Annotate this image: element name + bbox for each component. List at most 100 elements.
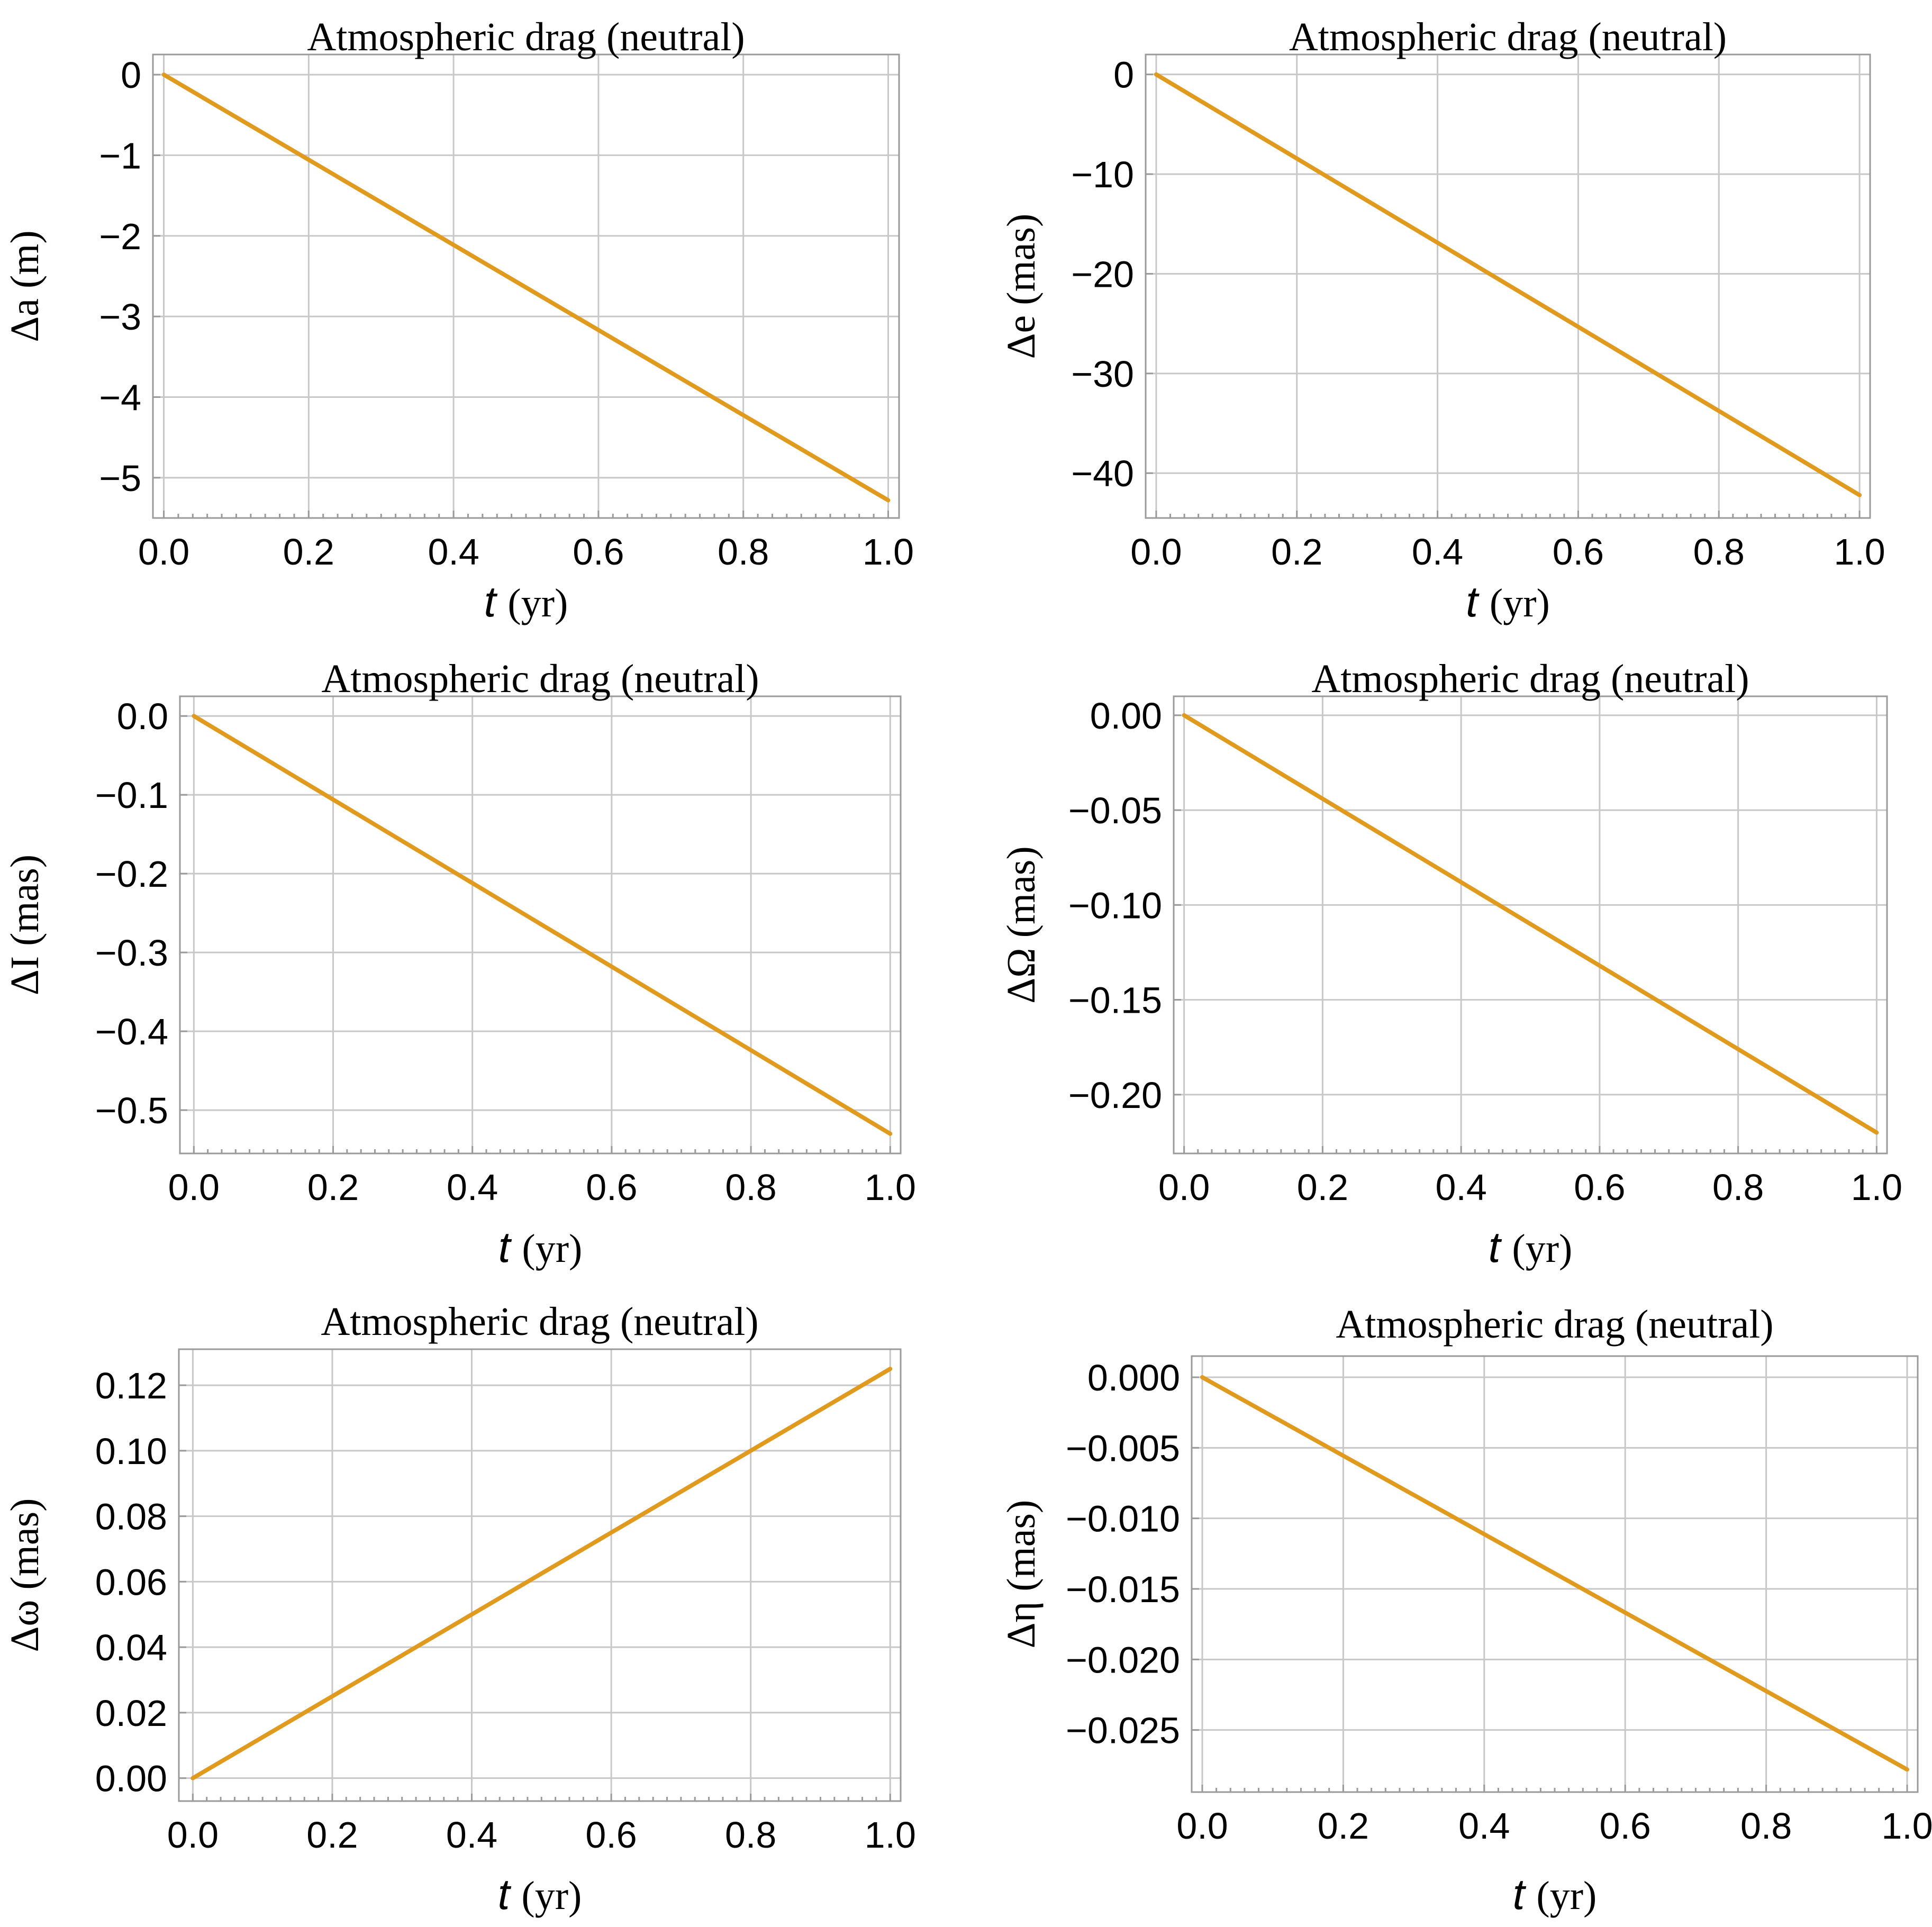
y-tick-label: −30: [1071, 353, 1134, 395]
x-tick-label: 0.8: [725, 1167, 776, 1208]
y-tick-label: −40: [1071, 453, 1134, 494]
y-tick-label: −0.025: [1066, 1710, 1180, 1751]
series-line: [1200, 1375, 1910, 1772]
series-line: [1182, 713, 1879, 1135]
x-axis-label: t (yr): [498, 1870, 582, 1919]
x-tick-label: 0.8: [1693, 531, 1745, 572]
y-tick-label: −2: [99, 216, 141, 257]
y-tick-label: 0.12: [95, 1365, 167, 1406]
x-tick-label: 0.6: [1553, 531, 1604, 572]
x-tick-label: 0.4: [1412, 531, 1463, 572]
y-tick-label: 0: [121, 54, 141, 96]
y-tick-label: −1: [99, 135, 141, 176]
x-tick-label: 0.6: [1600, 1805, 1651, 1847]
x-axis-label: t (yr): [1513, 1870, 1597, 1919]
chart-title: Atmospheric drag (neutral): [321, 1299, 758, 1344]
x-tick-label: 0.8: [725, 1814, 776, 1856]
x-tick-label: 0.0: [1158, 1167, 1210, 1208]
chart-panel-6: 0.0 0.2 0.4 0.6 0.8 1.0 0.000 −0.005 −0.010 −0.01…: [999, 1302, 1932, 1919]
y-tick-label: −0.4: [95, 1011, 168, 1052]
y-axis-label: Δa (m): [3, 230, 47, 342]
series-line: [1154, 72, 1862, 497]
x-tick-label: 0.4: [1458, 1805, 1510, 1847]
y-axis-label: Δω (mas): [3, 1498, 47, 1652]
series-line: [191, 1367, 893, 1780]
y-tick-label: 0.02: [95, 1693, 167, 1734]
y-tick-label: 0.00: [1090, 695, 1162, 737]
y-tick-label: −0.020: [1066, 1639, 1180, 1680]
y-axis-label: ΔΩ (mas): [999, 846, 1044, 1003]
y-tick-label: −0.015: [1066, 1569, 1180, 1610]
x-tick-label: 0.2: [283, 531, 334, 572]
x-tick-label: 0.4: [1435, 1167, 1486, 1208]
x-tick-label: 0.8: [718, 531, 769, 572]
x-axis-label: t (yr): [1489, 1223, 1573, 1271]
y-axis-label: Δe (mas): [999, 214, 1044, 359]
x-axis-label: t (yr): [484, 578, 568, 626]
y-tick-label: 0.0: [117, 696, 168, 737]
y-tick-label: −0.3: [95, 932, 168, 974]
y-tick-label: 0: [1113, 54, 1134, 96]
x-tick-label: 0.6: [586, 1167, 637, 1208]
x-tick-label: 0.0: [1130, 531, 1182, 572]
x-tick-label: 0.6: [1574, 1167, 1625, 1208]
x-tick-label: 1.0: [863, 531, 914, 572]
chart-title: Atmospheric drag (neutral): [321, 657, 759, 701]
chart-panel-2: 0.0 0.2 0.4 0.6 0.8 1.0 0 −10 −20 −30 −40 Atmospher…: [999, 15, 1885, 626]
chart-panel-5: 0.0 0.2 0.4 0.6 0.8 1.0 0.00 0.02 0.04 0.06 0.08 0.…: [3, 1299, 916, 1919]
y-tick-label: 0.00: [95, 1758, 167, 1799]
y-tick-label: 0.08: [95, 1496, 167, 1538]
y-tick-label: −3: [99, 296, 141, 338]
x-tick-label: 0.2: [307, 1167, 359, 1208]
y-tick-label: −0.010: [1066, 1498, 1180, 1540]
x-tick-label: 0.4: [428, 531, 479, 572]
y-tick-label: −0.005: [1066, 1428, 1180, 1469]
x-tick-label: 0.0: [1176, 1805, 1228, 1847]
x-tick-label: 0.0: [168, 1167, 220, 1208]
x-tick-label: 0.4: [446, 1814, 497, 1856]
y-tick-label: −0.20: [1068, 1075, 1162, 1116]
x-tick-label: 0.0: [138, 531, 189, 572]
y-tick-label: 0.000: [1087, 1357, 1180, 1398]
x-tick-label: 1.0: [1834, 531, 1885, 572]
x-tick-label: 0.6: [573, 531, 624, 572]
x-tick-label: 0.2: [1297, 1167, 1348, 1208]
y-tick-label: −10: [1071, 154, 1134, 195]
y-tick-label: −0.10: [1068, 885, 1162, 926]
y-tick-label: −5: [99, 458, 141, 499]
y-tick-label: −4: [99, 377, 141, 418]
y-tick-label: −0.05: [1068, 790, 1162, 831]
y-tick-label: −0.5: [95, 1090, 168, 1131]
chart-title: Atmospheric drag (neutral): [1336, 1302, 1773, 1347]
y-tick-label: 0.06: [95, 1561, 167, 1603]
x-tick-label: 0.0: [167, 1814, 219, 1856]
chart-panel-4: 0.0 0.2 0.4 0.6 0.8 1.0 0.00 −0.05 −0.10 −0.15 −0.…: [999, 657, 1902, 1271]
y-tick-label: −0.1: [95, 775, 168, 816]
x-tick-label: 1.0: [1851, 1167, 1902, 1208]
plot-frame: [179, 695, 902, 1155]
x-tick-label: 0.6: [585, 1814, 637, 1856]
chart-title: Atmospheric drag (neutral): [1289, 15, 1727, 59]
plot-frame: [178, 1348, 902, 1802]
y-axis-label: ΔI (mas): [3, 855, 47, 995]
x-tick-label: 0.8: [1712, 1167, 1764, 1208]
chart-panel-3: 0.0 0.2 0.4 0.6 0.8 1.0 0.0 −0.1 −0.2 −0.3 −0.4 −0.…: [3, 657, 916, 1271]
x-tick-label: 0.8: [1740, 1805, 1792, 1847]
x-tick-label: 1.0: [1881, 1805, 1932, 1847]
series-line: [161, 72, 891, 503]
y-tick-label: −20: [1071, 253, 1134, 295]
chart-title: Atmospheric drag (neutral): [307, 15, 745, 59]
y-tick-label: 0.04: [95, 1627, 167, 1668]
chart-title: Atmospheric drag (neutral): [1311, 657, 1749, 701]
x-tick-label: 0.2: [1271, 531, 1322, 572]
y-axis-label: Δη (mas): [999, 1500, 1044, 1649]
series-line: [192, 714, 893, 1136]
x-tick-label: 0.4: [447, 1167, 498, 1208]
x-axis-label: t (yr): [498, 1223, 583, 1271]
x-tick-label: 0.2: [306, 1814, 358, 1856]
y-tick-label: −0.15: [1068, 980, 1162, 1021]
x-axis-label: t (yr): [1466, 578, 1550, 626]
chart-panel-1: 0.0 0.2 0.4 0.6 0.8 1.0 0 −1 −2 −3 −4 −5 Atmospheric…: [3, 15, 914, 626]
x-tick-label: 1.0: [865, 1167, 916, 1208]
